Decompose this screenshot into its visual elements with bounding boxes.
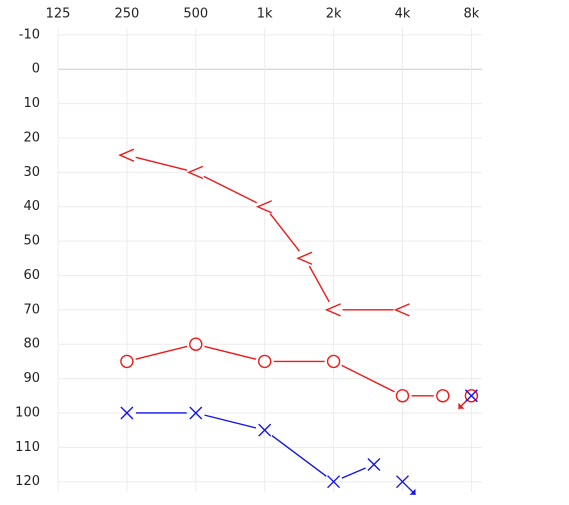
x-tick-label: 1k: [257, 7, 273, 22]
x-tick-label: 2k: [326, 7, 342, 22]
marker-lt: [118, 148, 135, 162]
marker-x: [258, 423, 272, 437]
marker-x: [367, 458, 381, 471]
marker-o: [258, 354, 272, 369]
series-segment: [271, 434, 327, 477]
marker-stroke: [258, 423, 272, 437]
marker-lt: [255, 200, 272, 214]
y-tick-label: 70: [23, 302, 40, 317]
x-tick-label: 250: [114, 7, 139, 22]
y-tick-label: 80: [23, 337, 40, 352]
marker-o: [436, 389, 450, 403]
marker-stroke: [396, 475, 409, 489]
y-tick-label: -10: [19, 27, 40, 42]
y-tick-label: 120: [15, 474, 40, 489]
series-segment: [135, 156, 188, 171]
y-tick-label: 50: [23, 234, 40, 249]
series-segment: [204, 414, 257, 429]
marker-lt: [296, 251, 313, 265]
marker-lt: [393, 303, 410, 317]
x-tick-label: 500: [183, 7, 208, 22]
x-tick-label: 4k: [395, 7, 411, 22]
no-response-arrowhead: [409, 488, 416, 495]
marker-stroke: [327, 475, 341, 489]
series-segment: [308, 265, 330, 303]
series-segment: [341, 364, 395, 393]
y-tick-label: 20: [23, 130, 40, 145]
y-tick-label: 90: [23, 371, 40, 386]
y-tick-label: 100: [15, 405, 40, 420]
marker-o: [189, 337, 203, 351]
marker-x: [464, 389, 478, 403]
marker-stroke: [120, 406, 134, 420]
series-segment: [341, 467, 366, 479]
series-segment: [135, 345, 188, 360]
marker-x: [396, 475, 409, 489]
no-response-arrowhead: [458, 402, 465, 409]
y-tick-label: 10: [23, 96, 40, 111]
y-tick-label: 110: [15, 440, 40, 455]
marker-lt: [324, 303, 341, 317]
marker-o: [395, 389, 410, 403]
x-tick-label: 125: [46, 7, 71, 22]
marker-stroke: [189, 406, 203, 420]
y-tick-label: 60: [23, 268, 40, 283]
marker-o: [326, 354, 341, 369]
marker-x: [327, 475, 341, 489]
series-segment: [203, 175, 257, 204]
marker-stroke: [367, 458, 381, 471]
marker-stroke: [464, 389, 478, 403]
marker-x: [189, 406, 203, 420]
y-tick-label: 0: [32, 62, 40, 77]
y-tick-label: 40: [23, 199, 40, 214]
x-tick-label: 8k: [463, 7, 479, 22]
series-segment: [204, 345, 257, 360]
marker-x: [120, 406, 134, 420]
series-segment: [269, 213, 301, 252]
y-tick-label: 30: [23, 165, 40, 180]
marker-o: [120, 354, 134, 369]
marker-lt: [187, 165, 204, 179]
